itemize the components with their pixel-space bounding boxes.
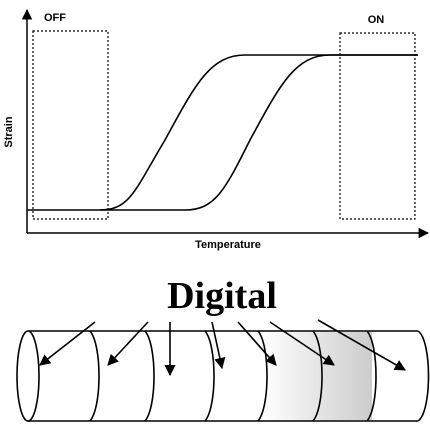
axes (21, 8, 430, 239)
y-axis-label: Strain (3, 116, 15, 147)
off-label: OFF (44, 12, 66, 24)
arrows (39, 319, 406, 377)
off-region (32, 30, 109, 220)
cylinder (16, 330, 430, 422)
on-label: ON (368, 14, 385, 26)
on-region (339, 32, 416, 220)
hysteresis-curves (27, 54, 418, 211)
caption: Digital (167, 275, 277, 317)
x-axis-label: Temperature (195, 239, 261, 251)
